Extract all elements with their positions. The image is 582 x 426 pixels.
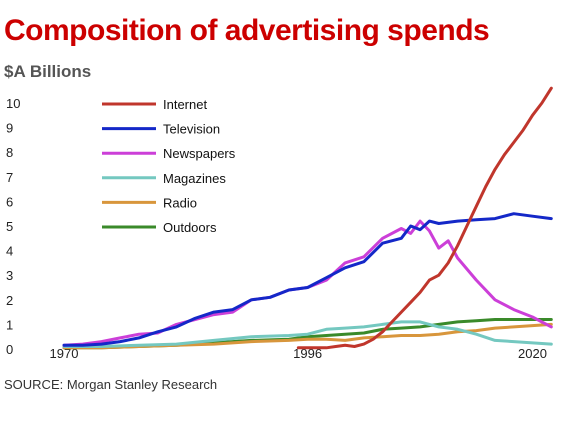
chart-subtitle: $A Billions [4, 62, 92, 81]
y-tick-label: 4 [6, 244, 13, 259]
x-tick-label: 1970 [50, 346, 79, 361]
x-tick-label: 2020 [518, 346, 547, 361]
chart-title: Composition of advertising spends [4, 14, 490, 47]
x-axis-ticks: 1970 1996 2020 [50, 346, 547, 361]
legend-label-internet: Internet [163, 97, 207, 112]
y-axis-ticks: 0 1 2 3 4 5 6 7 8 9 10 [6, 96, 20, 357]
y-tick-label: 7 [6, 170, 13, 185]
y-tick-label: 5 [6, 219, 13, 234]
y-tick-label: 3 [6, 268, 13, 283]
legend: Internet Television Newspapers Magazines Rad… [102, 97, 236, 235]
series-line-television [62, 212, 553, 347]
legend-label-radio: Radio [163, 195, 197, 210]
legend-label-outdoors: Outdoors [163, 220, 217, 235]
y-tick-label: 8 [6, 145, 13, 160]
series-line-newspapers [62, 219, 553, 347]
legend-label-magazines: Magazines [163, 171, 226, 186]
y-tick-label: 2 [6, 293, 13, 308]
legend-label-newspapers: Newspapers [163, 146, 236, 161]
y-tick-label: 10 [6, 96, 20, 111]
y-tick-label: 9 [6, 121, 13, 136]
series-lines [62, 86, 553, 350]
source-note: SOURCE: Morgan Stanley Research [4, 377, 218, 392]
x-tick-label: 1996 [293, 346, 322, 361]
y-tick-label: 0 [6, 342, 13, 357]
y-tick-label: 1 [6, 317, 13, 332]
y-tick-label: 6 [6, 194, 13, 209]
series-line-internet [296, 86, 553, 350]
series-line-radio [62, 322, 553, 350]
series-line-magazines [62, 320, 553, 348]
legend-label-television: Television [163, 122, 220, 137]
